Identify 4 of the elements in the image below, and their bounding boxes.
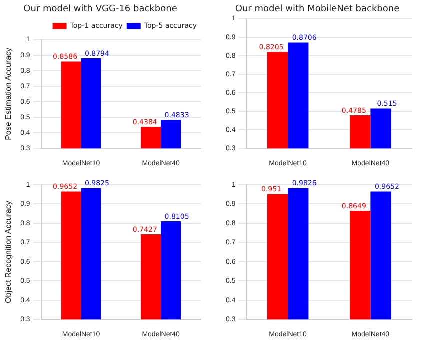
y-axis-title: Object Recognition Accuracy [4, 201, 14, 304]
chart-title: Our model with VGG-16 backbone [24, 4, 178, 15]
chart-title: Our model with MobileNet backbone [235, 4, 400, 15]
y-axis-title: Pose Estimation Accuracy [4, 48, 14, 140]
